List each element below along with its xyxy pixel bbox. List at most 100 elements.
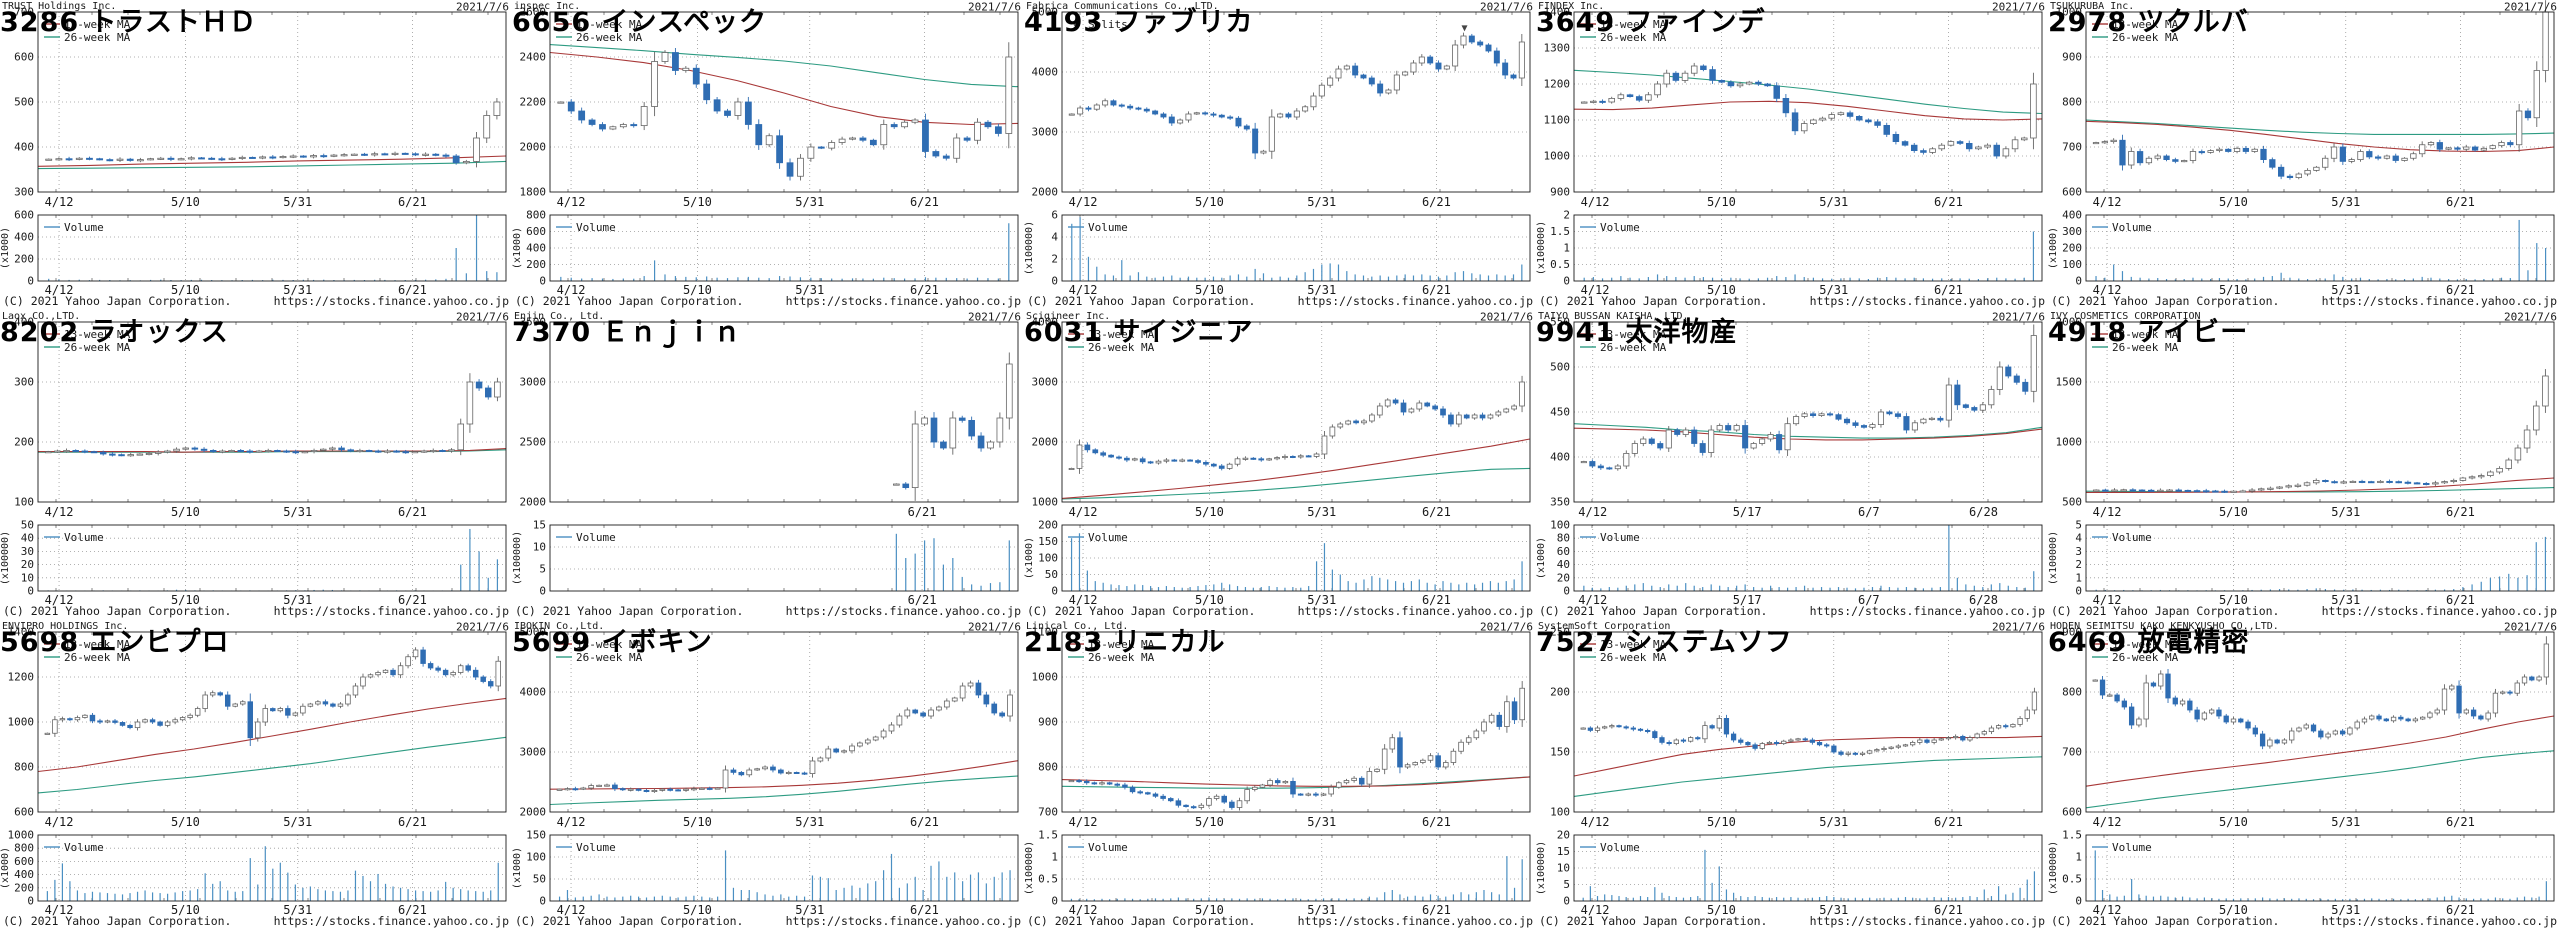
- stock-chart-cell[interactable]: 700 800 900 1000 1100 0 0.5 1 1.5 4/12 4/12 5/10 5/1…: [1024, 620, 1536, 930]
- candle: [2010, 724, 2016, 728]
- candle: [1773, 742, 1780, 745]
- x-axis-tick-label: 5/31: [283, 505, 312, 519]
- x-axis-tick-label: 5/10: [171, 283, 200, 297]
- candle: [1127, 105, 1134, 109]
- candle: [890, 124, 898, 128]
- stock-chart-cell[interactable]: 2000 3000 4000 5000 0 50 100 150 4/12 4/12 5/10 5/1…: [512, 620, 1024, 930]
- candle: [1195, 460, 1201, 463]
- candle: [1277, 113, 1284, 118]
- candle: [1764, 83, 1771, 87]
- x-axis-tick-label: 6/21: [2446, 815, 2475, 829]
- x-axis-tick-label: 5/10: [1195, 283, 1224, 297]
- candle: [262, 708, 269, 723]
- stock-chart-cell[interactable]: 100 200 300 400 0 10 20 30 40 50 4/12 4/12 5/10 5/10 5…: [0, 310, 512, 620]
- candle: [127, 724, 133, 729]
- volume-plot-frame: [37, 524, 507, 592]
- candle: [2011, 139, 2019, 150]
- ma26-line: [1573, 756, 2043, 797]
- candle: [2480, 147, 2488, 151]
- y-axis-tick-label: 1100: [1544, 114, 1571, 127]
- candle: [1440, 408, 1446, 416]
- candle: [2507, 691, 2513, 694]
- candle: [609, 126, 617, 130]
- candle: [984, 121, 992, 128]
- candle: [999, 712, 1005, 717]
- y-axis-tick-label: 4000: [520, 686, 547, 699]
- candle: [1510, 74, 1517, 79]
- chart-heading: 4918 アイビー: [2048, 317, 2248, 348]
- x-axis-tick-label: 5/31: [1307, 505, 1336, 519]
- candle: [2413, 482, 2421, 485]
- x-axis-tick-label: 4/12: [1069, 195, 1098, 209]
- candle: [1077, 107, 1084, 115]
- company-name: TAIYO BUSSAN KAISHA, LTD.: [1538, 311, 1689, 322]
- candle: [338, 447, 345, 451]
- stock-chart-cell[interactable]: 2000 3000 4000 5000 0 2 4 6 4/12 4/12 5/10 5/10 5/31…: [1024, 0, 1536, 310]
- stock-chart-cell[interactable]: 2000 2500 3000 3500 0 5 10 15 6/21 6/21 Volume (x10…: [512, 310, 1024, 620]
- candle: [1865, 119, 1872, 123]
- x-axis-tick-label: 4/12: [1069, 505, 1098, 519]
- stock-chart-cell[interactable]: 1000 2000 3000 4000 0 50 100 150 200 4/12 4/12 5/10…: [1024, 310, 1536, 620]
- candle: [2269, 159, 2276, 168]
- company-name: Enjin Co., Ltd.: [514, 311, 604, 322]
- y-axis-tick-label: 900: [1038, 716, 1058, 729]
- candle: [619, 124, 627, 128]
- candle: [2330, 146, 2338, 159]
- y-axis-tick-label: 2000: [520, 496, 547, 509]
- vol-axis-tick-label: 200: [526, 258, 546, 271]
- candle: [2533, 70, 2540, 119]
- company-name: ENVIPRO HOLDINGS Inc.: [2, 621, 128, 632]
- candle: [191, 447, 199, 450]
- candle: [2358, 480, 2366, 483]
- candle: [1418, 56, 1425, 64]
- candle: [942, 155, 950, 159]
- vol-unit-label: (x100000): [512, 531, 523, 585]
- vol-unit-label: (x1000): [1024, 537, 1035, 579]
- chart-date: 2021/7/6: [1480, 1, 1533, 14]
- stock-chart-cell[interactable]: 600 700 800 900 1000 0 100 200 300 400 4/12 4/12 5/1…: [2048, 0, 2560, 310]
- candle: [310, 449, 318, 452]
- candle: [1690, 65, 1698, 74]
- candle: [1218, 114, 1225, 118]
- stock-chart-cell[interactable]: 600 700 800 900 0 0.5 1 1.5 4/12 4/12 5/10 5/10 5/31…: [2048, 620, 2560, 930]
- footer-copyright: (C) 2021 Yahoo Japan Corporation.: [1027, 294, 1255, 308]
- candle: [1988, 727, 1995, 732]
- candle: [1881, 747, 1887, 750]
- candle: [1988, 389, 1995, 406]
- footer-url: https://stocks.finance.yahoo.co.jp: [786, 604, 1021, 618]
- candle: [2332, 730, 2339, 735]
- candle: [1290, 780, 1296, 795]
- candle: [2296, 727, 2302, 732]
- candle: [880, 730, 887, 738]
- x-axis-tick-label: 5/10: [2219, 505, 2248, 519]
- stock-chart-cell[interactable]: 1800 2000 2200 2400 2600 0 200 400 600 800 4/12 4/1…: [512, 0, 1024, 310]
- candle: [1623, 452, 1630, 467]
- stock-chart-canvas: 100 150 200 250 0 5 10 15 20 4/12 4/12 5/10 5/10 5/31…: [1536, 621, 2045, 929]
- stock-chart-cell[interactable]: 300 400 500 600 700 0 200 400 600 4/12 4/12 5/10 5/1…: [0, 0, 512, 310]
- stock-chart-cell[interactable]: 350 400 450 500 550 0 20 40 60 80 100 4/12 4/12 5/17 5…: [1536, 310, 2048, 620]
- candle: [746, 769, 753, 776]
- x-axis-tick-label: 5/10: [171, 815, 200, 829]
- stock-chart-cell[interactable]: 600 800 1000 1200 1400 0 200 400 600 800 1000 4/12 4…: [0, 620, 512, 930]
- candle: [1137, 791, 1143, 794]
- candle: [1894, 413, 1901, 417]
- vol-axis-tick-label: 400: [14, 231, 34, 244]
- vol-axis-tick-label: 0.5: [1550, 258, 1570, 271]
- y-axis-tick-label: 900: [2062, 626, 2082, 639]
- stock-chart-cell[interactable]: 500 1000 1500 2000 0 1 2 3 4 5 4/12 4/12 5/10 5/10 5/3…: [2048, 310, 2560, 620]
- candle: [932, 151, 940, 157]
- candle: [1788, 739, 1794, 742]
- stock-chart-cell[interactable]: 100 150 200 250 0 5 10 15 20 4/12 4/12 5/10 5/10 5/31…: [1536, 620, 2048, 930]
- candle: [2463, 709, 2469, 714]
- stock-chart-cell[interactable]: 900 1000 1100 1200 1300 1400 0 0.5 1 1.5 2 4/12 4/12…: [1536, 0, 2048, 310]
- candle: [1160, 795, 1166, 799]
- x-axis-tick-label: 4/12: [1069, 815, 1098, 829]
- candle: [1776, 434, 1783, 451]
- x-axis-tick-label: 6/21: [1422, 505, 1451, 519]
- volume-legend-label: Volume: [1600, 531, 1640, 544]
- candle: [2165, 673, 2171, 699]
- y-axis-tick-label: 600: [2062, 186, 2082, 199]
- candle: [1135, 107, 1142, 110]
- candle: [1152, 110, 1159, 115]
- candle: [1979, 404, 1986, 411]
